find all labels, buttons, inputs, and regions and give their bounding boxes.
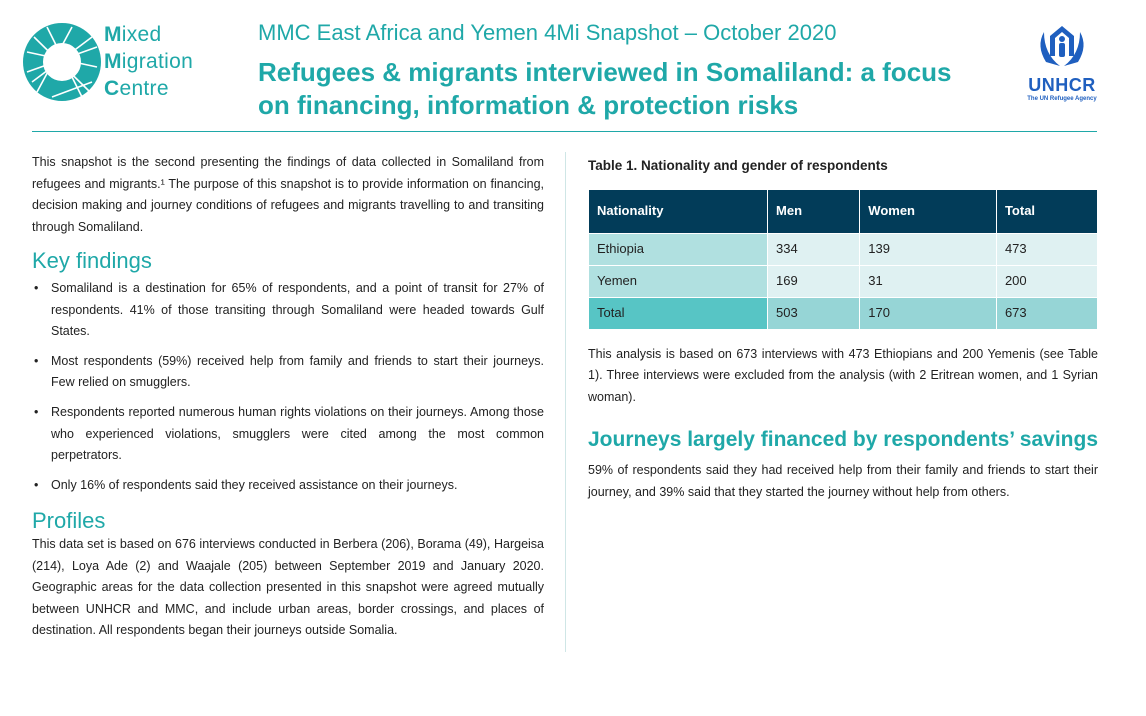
table-row: Yemen 169 31 200 xyxy=(587,264,1099,298)
table-caption: Table 1. Nationality and gender of respo… xyxy=(588,158,888,173)
mmc-logo-text: Mixed Migration Centre xyxy=(104,21,193,102)
table-cell: 170 xyxy=(859,296,997,330)
header-divider xyxy=(32,131,1097,132)
list-item: Somaliland is a destination for 65% of r… xyxy=(32,278,544,343)
nationality-gender-table: Nationality Men Women Total Ethiopia 334… xyxy=(587,188,1099,330)
header-cell: Nationality xyxy=(587,188,769,234)
left-column: This snapshot is the second presenting t… xyxy=(32,152,544,642)
list-item: Most respondents (59%) received help fro… xyxy=(32,351,544,394)
analysis-paragraph: This analysis is based on 673 interviews… xyxy=(588,346,1098,404)
table-cell: 169 xyxy=(767,264,861,298)
table-cell: 31 xyxy=(859,264,997,298)
list-item: Only 16% of respondents said they receiv… xyxy=(32,475,544,497)
unhcr-logo: UNHCR The UN Refugee Agency xyxy=(1020,24,1104,102)
table-cell: Ethiopia xyxy=(587,232,769,266)
table-row: Ethiopia 334 139 473 xyxy=(587,232,1099,266)
page-title: Refugees & migrants interviewed in Somal… xyxy=(258,57,952,120)
table-cell: Yemen xyxy=(587,264,769,298)
table-cell: 200 xyxy=(995,264,1099,298)
table-header-row: Nationality Men Women Total xyxy=(587,188,1099,234)
table-cell: Total xyxy=(587,296,769,330)
unhcr-emblem-icon xyxy=(1040,26,1084,66)
logo-word: Mixed xyxy=(104,23,162,46)
column-divider xyxy=(565,152,566,652)
header-cell: Men xyxy=(767,188,861,234)
table-cell: 473 xyxy=(995,232,1099,266)
journeys-paragraph: 59% of respondents said they had receive… xyxy=(588,463,1098,499)
table-cell: 139 xyxy=(859,232,997,266)
list-item: Respondents reported numerous human righ… xyxy=(32,402,544,467)
journeys-heading: Journeys largely financed by respondents… xyxy=(588,428,1099,452)
intro-paragraph: This snapshot is the second presenting t… xyxy=(32,155,544,234)
right-column: Table 1. Nationality and gender of respo… xyxy=(587,152,1099,504)
table-cell: 503 xyxy=(767,296,861,330)
key-findings-list: Somaliland is a destination for 65% of r… xyxy=(32,278,544,496)
header-cell: Total xyxy=(995,188,1099,234)
table-cell: 334 xyxy=(767,232,861,266)
snapshot-subtitle: MMC East Africa and Yemen 4Mi Snapshot –… xyxy=(258,20,837,45)
unhcr-tagline: The UN Refugee Agency xyxy=(1027,96,1097,102)
header-cell: Women xyxy=(859,188,997,234)
table-total-row: Total 503 170 673 xyxy=(587,296,1099,330)
logo-word: Migration xyxy=(104,50,194,73)
profiles-heading: Profiles xyxy=(32,508,106,534)
unhcr-name: UNHCR xyxy=(1028,75,1096,95)
profiles-paragraph: This data set is based on 676 interviews… xyxy=(32,536,544,638)
logo-word: Centre xyxy=(104,77,169,100)
table-cell: 673 xyxy=(995,296,1099,330)
mmc-logo-icon xyxy=(23,23,101,101)
key-findings-heading: Key findings xyxy=(32,248,152,274)
